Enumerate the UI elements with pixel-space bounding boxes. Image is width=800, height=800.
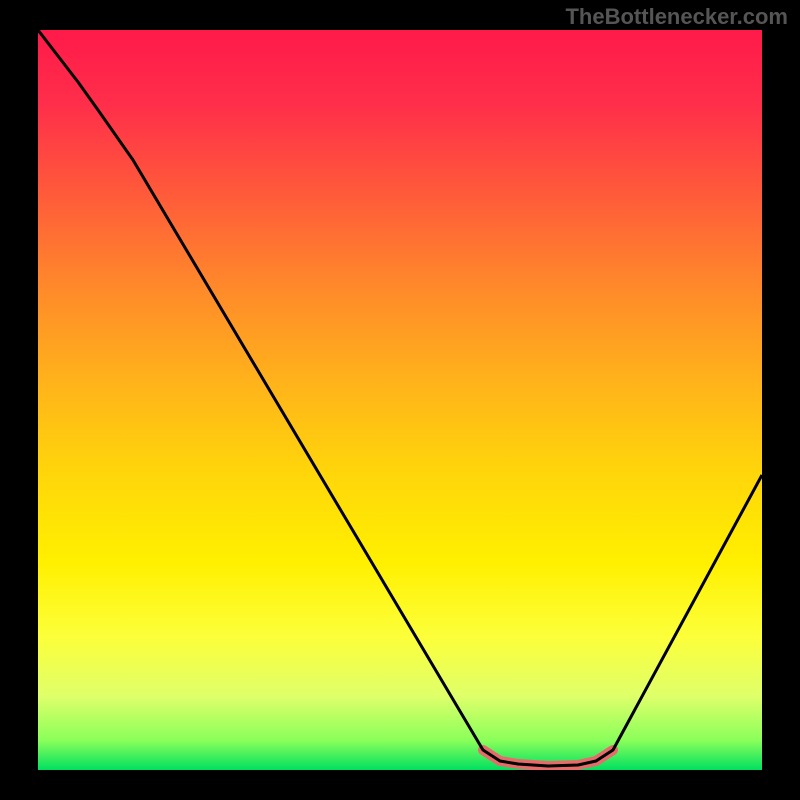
bottleneck-curve: [38, 30, 762, 766]
bottleneck-highlight: [483, 750, 613, 766]
curve-layer: [38, 30, 762, 770]
plot-area: [38, 30, 762, 770]
chart-container: TheBottlenecker.com: [0, 0, 800, 800]
watermark-text: TheBottlenecker.com: [565, 4, 788, 30]
